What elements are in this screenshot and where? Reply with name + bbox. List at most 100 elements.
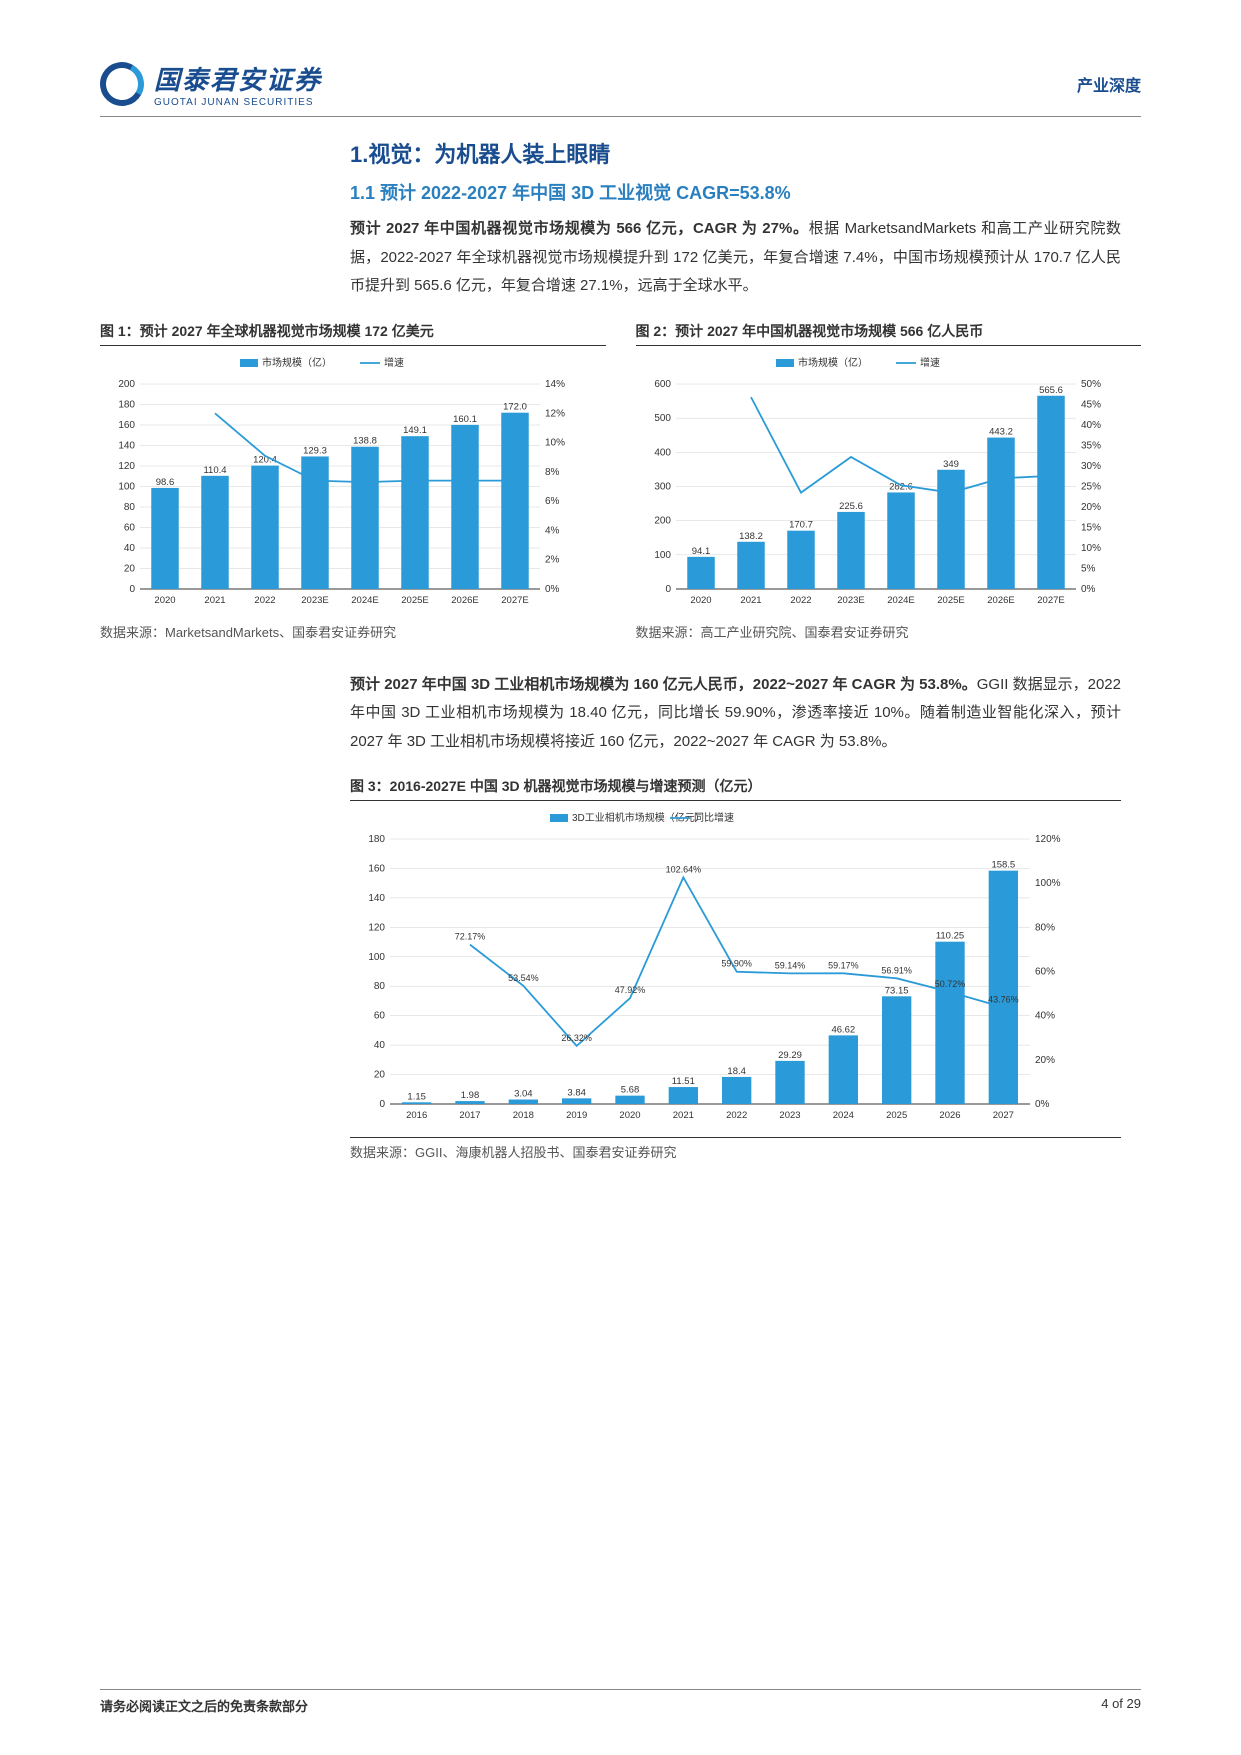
svg-text:100: 100 [118, 481, 135, 492]
svg-text:43.76%: 43.76% [988, 994, 1019, 1004]
svg-text:29.29: 29.29 [778, 1050, 802, 1061]
chart-1-title: 图 1：预计 2027 年全球机器视觉市场规模 172 亿美元 [100, 321, 606, 346]
svg-text:110.25: 110.25 [936, 931, 964, 942]
page-footer: 请务必阅读正文之后的免责条款部分 4 of 29 [100, 1689, 1141, 1715]
svg-text:160: 160 [118, 420, 135, 431]
svg-text:100: 100 [654, 549, 671, 560]
svg-text:349: 349 [943, 458, 959, 469]
svg-text:2023E: 2023E [301, 595, 328, 606]
svg-text:2025E: 2025E [401, 595, 428, 606]
svg-text:2023: 2023 [779, 1110, 800, 1121]
svg-text:18.4: 18.4 [727, 1066, 746, 1077]
svg-text:120: 120 [368, 922, 385, 933]
charts-row-1: 图 1：预计 2027 年全球机器视觉市场规模 172 亿美元 02040608… [100, 321, 1141, 641]
svg-text:6%: 6% [545, 496, 560, 507]
svg-text:2022: 2022 [254, 595, 275, 606]
svg-text:20%: 20% [1035, 1055, 1055, 1066]
svg-text:14%: 14% [545, 379, 565, 390]
svg-text:5%: 5% [1081, 563, 1096, 574]
svg-text:73.15: 73.15 [885, 985, 909, 996]
doc-type: 产业深度 [1077, 72, 1141, 96]
svg-text:2022: 2022 [726, 1110, 747, 1121]
svg-text:200: 200 [654, 515, 671, 526]
svg-text:120: 120 [118, 461, 135, 472]
svg-text:4%: 4% [545, 525, 560, 536]
svg-text:160: 160 [368, 863, 385, 874]
svg-text:20: 20 [374, 1070, 386, 1081]
svg-text:80: 80 [374, 981, 386, 992]
svg-text:0: 0 [129, 584, 135, 595]
svg-text:2021: 2021 [204, 595, 225, 606]
svg-text:50%: 50% [1081, 379, 1101, 390]
svg-text:30%: 30% [1081, 461, 1101, 472]
svg-text:2%: 2% [545, 554, 560, 565]
svg-text:60: 60 [374, 1011, 386, 1022]
svg-text:80%: 80% [1035, 922, 1055, 933]
para1-bold: 预计 2027 年中国机器视觉市场规模为 566 亿元，CAGR 为 27%。 [350, 220, 809, 237]
svg-text:2022: 2022 [790, 595, 811, 606]
svg-text:26.32%: 26.32% [561, 1033, 592, 1043]
svg-text:增速: 增速 [384, 356, 404, 369]
svg-text:53.54%: 53.54% [508, 973, 539, 983]
chart-1-source: 数据来源：MarketsandMarkets、国泰君安证券研究 [100, 622, 606, 641]
svg-text:400: 400 [654, 447, 671, 458]
chart-1-block: 图 1：预计 2027 年全球机器视觉市场规模 172 亿美元 02040608… [100, 321, 606, 641]
svg-text:600: 600 [654, 379, 671, 390]
svg-text:1.15: 1.15 [407, 1091, 426, 1102]
paragraph-1: 预计 2027 年中国机器视觉市场规模为 566 亿元，CAGR 为 27%。根… [350, 215, 1121, 301]
svg-text:25%: 25% [1081, 481, 1101, 492]
svg-text:170.7: 170.7 [789, 519, 813, 530]
chart-1-svg: 0204060801001201401601802000%2%4%6%8%10%… [100, 354, 580, 614]
svg-text:20%: 20% [1081, 502, 1101, 513]
svg-text:2027E: 2027E [501, 595, 528, 606]
svg-text:60%: 60% [1035, 967, 1055, 978]
svg-text:2027E: 2027E [1037, 595, 1064, 606]
svg-text:180: 180 [118, 399, 135, 410]
svg-text:同比增速: 同比增速 [694, 811, 734, 824]
svg-text:3.04: 3.04 [514, 1089, 533, 1100]
content-area: 1.视觉：为机器人装上眼睛 1.1 预计 2022-2027 年中国 3D 工业… [350, 137, 1121, 301]
svg-text:140: 140 [368, 893, 385, 904]
svg-text:1.98: 1.98 [461, 1090, 480, 1101]
svg-text:市场规模（亿）: 市场规模（亿） [798, 356, 868, 369]
footer-disclaimer: 请务必阅读正文之后的免责条款部分 [100, 1696, 308, 1715]
svg-text:40%: 40% [1035, 1011, 1055, 1022]
svg-text:60: 60 [124, 522, 136, 533]
svg-text:2017: 2017 [459, 1110, 480, 1121]
logo-cn: 国泰君安证券 [154, 60, 322, 97]
svg-text:140: 140 [118, 440, 135, 451]
svg-text:45%: 45% [1081, 399, 1101, 410]
svg-text:47.92%: 47.92% [615, 985, 646, 995]
svg-text:5.68: 5.68 [621, 1085, 640, 1096]
svg-text:2025E: 2025E [937, 595, 964, 606]
svg-text:3.84: 3.84 [567, 1087, 586, 1098]
svg-text:2021: 2021 [673, 1110, 694, 1121]
svg-text:72.17%: 72.17% [455, 932, 486, 942]
svg-text:59.90%: 59.90% [721, 959, 752, 969]
svg-text:120%: 120% [1035, 834, 1061, 845]
svg-text:40%: 40% [1081, 420, 1101, 431]
svg-text:98.6: 98.6 [156, 476, 175, 487]
svg-text:2019: 2019 [566, 1110, 587, 1121]
svg-text:2021: 2021 [740, 595, 761, 606]
page-header: 国泰君安证券 GUOTAI JUNAN SECURITIES 产业深度 [100, 60, 1141, 117]
content-area-2: 预计 2027 年中国 3D 工业相机市场规模为 160 亿元人民币，2022~… [350, 671, 1121, 1162]
svg-text:40: 40 [374, 1040, 386, 1051]
svg-text:129.3: 129.3 [303, 445, 327, 456]
chart-2-block: 图 2：预计 2027 年中国机器视觉市场规模 566 亿人民币 0100200… [636, 321, 1142, 641]
svg-text:2025: 2025 [886, 1110, 907, 1121]
svg-text:46.62: 46.62 [831, 1024, 855, 1035]
svg-text:0: 0 [665, 584, 671, 595]
para2-bold: 预计 2027 年中国 3D 工业相机市场规模为 160 亿元人民币，2022~… [350, 676, 977, 693]
svg-text:158.5: 158.5 [991, 860, 1015, 871]
svg-text:100%: 100% [1035, 878, 1061, 889]
svg-text:11.51: 11.51 [672, 1076, 695, 1087]
svg-text:200: 200 [118, 379, 135, 390]
svg-text:2027: 2027 [993, 1110, 1014, 1121]
svg-text:2026E: 2026E [987, 595, 1014, 606]
chart-2-source: 数据来源：高工产业研究院、国泰君安证券研究 [636, 622, 1142, 641]
svg-text:0%: 0% [545, 584, 560, 595]
logo-icon [95, 57, 149, 111]
svg-text:2024E: 2024E [887, 595, 914, 606]
svg-text:160.1: 160.1 [453, 413, 477, 424]
